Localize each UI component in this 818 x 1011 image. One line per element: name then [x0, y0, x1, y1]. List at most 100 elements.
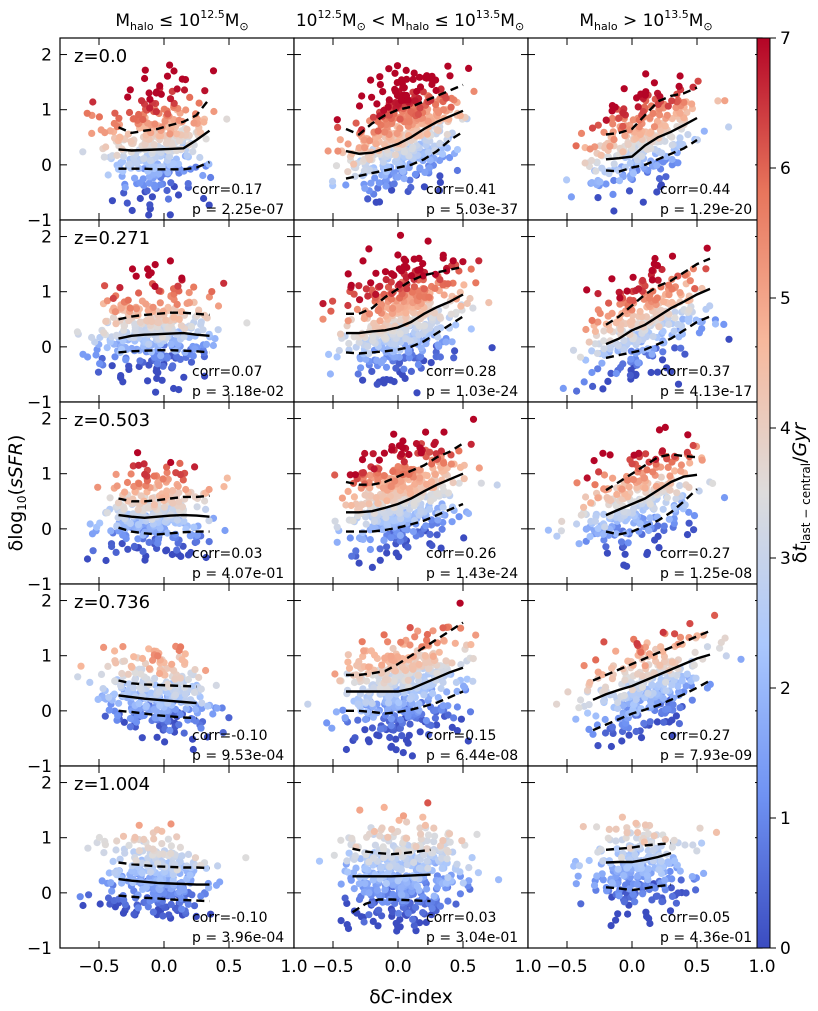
- data-point: [355, 102, 364, 110]
- data-point: [395, 280, 404, 288]
- data-point: [415, 73, 424, 81]
- data-point: [409, 75, 417, 83]
- data-point: [417, 507, 425, 515]
- data-point: [390, 180, 398, 188]
- data-point: [684, 131, 692, 139]
- data-point: [359, 257, 367, 265]
- data-point: [403, 707, 411, 715]
- data-point: [440, 636, 448, 645]
- data-point: [170, 313, 178, 321]
- data-point: [103, 509, 111, 517]
- data-point: [387, 652, 395, 660]
- data-point: [191, 463, 199, 471]
- median-line: [346, 472, 464, 514]
- data-point: [456, 463, 465, 471]
- data-point: [396, 115, 404, 123]
- data-point: [615, 114, 623, 122]
- data-point: [109, 294, 117, 302]
- data-point: [135, 700, 143, 708]
- data-point: [359, 652, 367, 661]
- data-point: [354, 716, 362, 724]
- data-point: [372, 269, 380, 277]
- data-point: [577, 511, 585, 519]
- data-point: [436, 178, 444, 186]
- upper-percentile-line: [118, 97, 211, 135]
- data-point: [150, 501, 158, 509]
- data-point: [590, 457, 598, 465]
- data-point: [649, 332, 657, 341]
- data-point: [355, 658, 363, 666]
- data-point: [633, 640, 641, 648]
- data-point: [103, 297, 111, 305]
- data-point: [421, 168, 429, 176]
- data-point: [641, 91, 650, 99]
- data-point: [176, 471, 185, 479]
- data-point: [573, 479, 581, 487]
- data-point: [608, 309, 616, 317]
- data-point: [440, 291, 448, 299]
- data-point: [135, 480, 143, 488]
- data-point: [609, 120, 617, 128]
- y-tick-label: 0: [41, 520, 52, 540]
- data-point: [472, 631, 480, 639]
- data-point: [475, 464, 483, 472]
- data-point: [99, 685, 107, 693]
- data-point: [79, 901, 87, 910]
- y-tick-label: 1: [41, 283, 52, 303]
- data-point: [650, 79, 659, 87]
- data-point: [166, 95, 175, 103]
- data-point: [127, 470, 135, 478]
- data-point: [595, 468, 603, 476]
- data-point: [359, 469, 367, 477]
- data-point: [338, 494, 346, 502]
- data-point: [360, 136, 368, 144]
- data-point: [389, 644, 397, 653]
- data-point: [348, 552, 356, 560]
- upper-percentile-line: [605, 453, 698, 492]
- data-point: [410, 69, 418, 77]
- data-point: [664, 102, 672, 110]
- data-point: [180, 729, 188, 737]
- data-point: [635, 123, 643, 131]
- panel-r1-c1: corr=0.28p = 1.03e-24: [293, 219, 529, 403]
- data-point: [106, 494, 114, 502]
- data-point: [586, 145, 594, 153]
- data-point: [160, 503, 169, 511]
- data-point: [203, 733, 211, 741]
- data-point: [437, 447, 445, 455]
- data-point: [613, 490, 621, 498]
- data-point: [368, 724, 376, 732]
- data-point: [614, 704, 622, 713]
- data-point: [661, 122, 669, 130]
- data-point: [104, 662, 112, 671]
- p-value-label: p = 4.13e-17: [660, 384, 752, 400]
- data-point: [131, 320, 139, 328]
- data-point: [450, 354, 458, 362]
- data-point: [319, 315, 327, 323]
- scatter-points: [563, 70, 733, 215]
- data-point: [151, 261, 159, 269]
- data-point: [169, 499, 177, 507]
- correlation-label: corr=0.44: [660, 182, 731, 198]
- y-tick-label: 2: [41, 228, 52, 248]
- data-point: [429, 689, 437, 698]
- data-point: [159, 912, 167, 920]
- data-point: [601, 715, 609, 724]
- data-point: [409, 143, 417, 151]
- data-point: [672, 495, 680, 503]
- data-point: [156, 702, 164, 710]
- data-point: [649, 109, 657, 118]
- data-point: [96, 333, 104, 342]
- data-point: [598, 359, 606, 367]
- data-point: [422, 717, 430, 725]
- data-point: [196, 153, 204, 162]
- data-point: [195, 673, 203, 682]
- data-point: [389, 304, 397, 312]
- panel-background: [528, 220, 762, 402]
- data-point: [201, 497, 209, 505]
- data-point: [323, 719, 331, 727]
- data-point: [164, 169, 172, 177]
- data-point: [414, 671, 422, 679]
- panel-ticks: [294, 584, 528, 766]
